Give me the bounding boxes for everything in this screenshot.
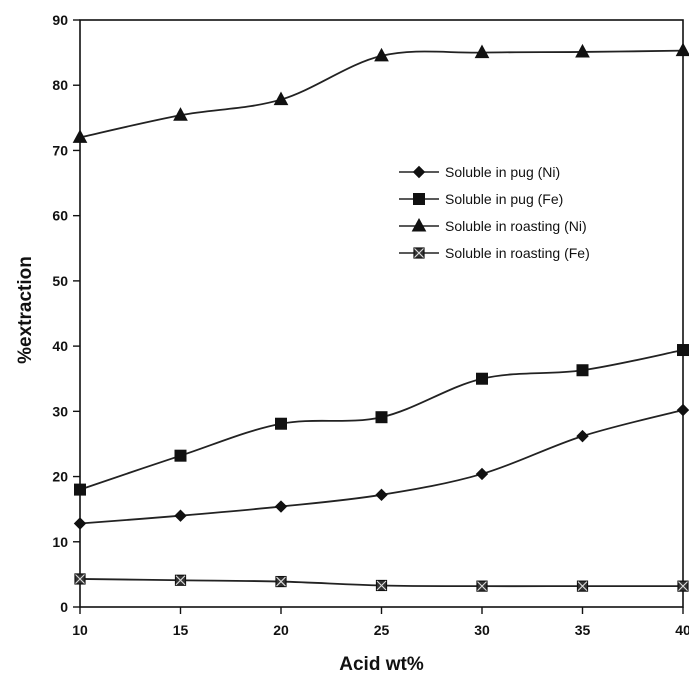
y-axis-title: %extraction xyxy=(15,256,36,364)
y-tick-label: 90 xyxy=(52,12,68,28)
data-point-diamond xyxy=(274,500,288,513)
x-tick-label: 25 xyxy=(374,622,390,638)
x-tick-label: 20 xyxy=(273,622,289,638)
x-tick-label: 35 xyxy=(575,622,591,638)
plot-area-border xyxy=(79,19,684,608)
x-axis-title: Acid wt% xyxy=(339,654,424,675)
data-point-square xyxy=(476,372,488,385)
data-point-x-square-cross xyxy=(376,580,387,591)
legend-item: Soluble in roasting (Ni) xyxy=(399,217,587,234)
data-point-diamond xyxy=(475,467,489,481)
legend-label: Soluble in roasting (Fe) xyxy=(445,245,590,261)
legend-label: Soluble in pug (Ni) xyxy=(445,164,560,180)
y-tick-label: 10 xyxy=(52,534,68,550)
y-tick-label: 80 xyxy=(52,77,68,93)
y-tick-label: 30 xyxy=(52,403,68,419)
data-point-triangle xyxy=(173,107,188,121)
data-point-x-square xyxy=(375,579,388,592)
data-point-triangle xyxy=(675,42,689,57)
data-point-diamond xyxy=(676,403,689,417)
data-point-x-square xyxy=(476,580,488,592)
data-point-diamond xyxy=(375,488,388,502)
legend-marker-square xyxy=(413,193,425,205)
data-point-square xyxy=(275,417,287,430)
legend-item: Soluble in pug (Ni) xyxy=(399,164,560,180)
data-point-square xyxy=(375,411,388,424)
data-point-square xyxy=(576,364,589,377)
data-point-diamond xyxy=(174,509,187,522)
data-point-x-square-cross xyxy=(577,581,588,592)
x-tick-label: 10 xyxy=(72,622,88,638)
series-2 xyxy=(74,344,689,496)
legend-marker-triangle xyxy=(411,217,427,232)
data-point-x-square-cross xyxy=(678,581,688,592)
y-tick-label: 0 xyxy=(60,599,68,615)
legend-label: Soluble in pug (Fe) xyxy=(445,191,563,207)
x-tick-label: 30 xyxy=(474,622,490,638)
legend: Soluble in pug (Ni) Soluble in pug (Fe) So… xyxy=(399,164,590,261)
data-point-x-square xyxy=(174,574,187,586)
y-tick-label: 40 xyxy=(52,338,68,354)
series-line xyxy=(79,49,684,139)
x-tick-label: 15 xyxy=(173,622,189,638)
legend-marker-x-square-cross xyxy=(414,248,424,258)
legend-marker-x-square xyxy=(413,247,425,259)
y-tick-label: 70 xyxy=(52,142,68,158)
data-point-square xyxy=(74,483,86,496)
legend-label: Soluble in roasting (Ni) xyxy=(445,218,587,234)
data-point-x-square xyxy=(275,575,287,588)
data-point-diamond xyxy=(73,517,87,530)
y-tick-label: 60 xyxy=(52,208,68,224)
series-1 xyxy=(73,403,689,530)
legend-item: Soluble in roasting (Fe) xyxy=(399,245,590,261)
y-tick-label: 50 xyxy=(52,273,68,289)
data-point-x-square-cross xyxy=(175,575,186,586)
plot-layer xyxy=(79,19,684,608)
legend-item: Soluble in pug (Fe) xyxy=(399,191,563,207)
data-point-triangle xyxy=(273,91,289,106)
y-tick-label: 20 xyxy=(52,469,68,485)
series-4 xyxy=(74,573,689,592)
data-point-triangle xyxy=(72,129,88,143)
data-point-x-square-cross xyxy=(477,581,487,592)
series-line xyxy=(79,409,684,525)
data-point-x-square xyxy=(74,573,86,585)
x-tick-label: 40 xyxy=(675,622,689,638)
data-point-triangle xyxy=(374,47,389,62)
series-3 xyxy=(72,42,689,143)
data-point-triangle xyxy=(575,43,590,58)
legend-marker-diamond xyxy=(412,165,426,179)
data-point-x-square-cross xyxy=(75,574,85,584)
data-point-x-square-cross xyxy=(276,576,286,587)
data-point-diamond xyxy=(576,429,589,443)
data-point-square xyxy=(677,344,689,357)
series-layer xyxy=(72,42,689,592)
data-point-triangle xyxy=(474,44,490,59)
data-point-x-square xyxy=(576,580,589,592)
data-point-x-square xyxy=(677,580,689,592)
data-point-square xyxy=(174,449,187,462)
